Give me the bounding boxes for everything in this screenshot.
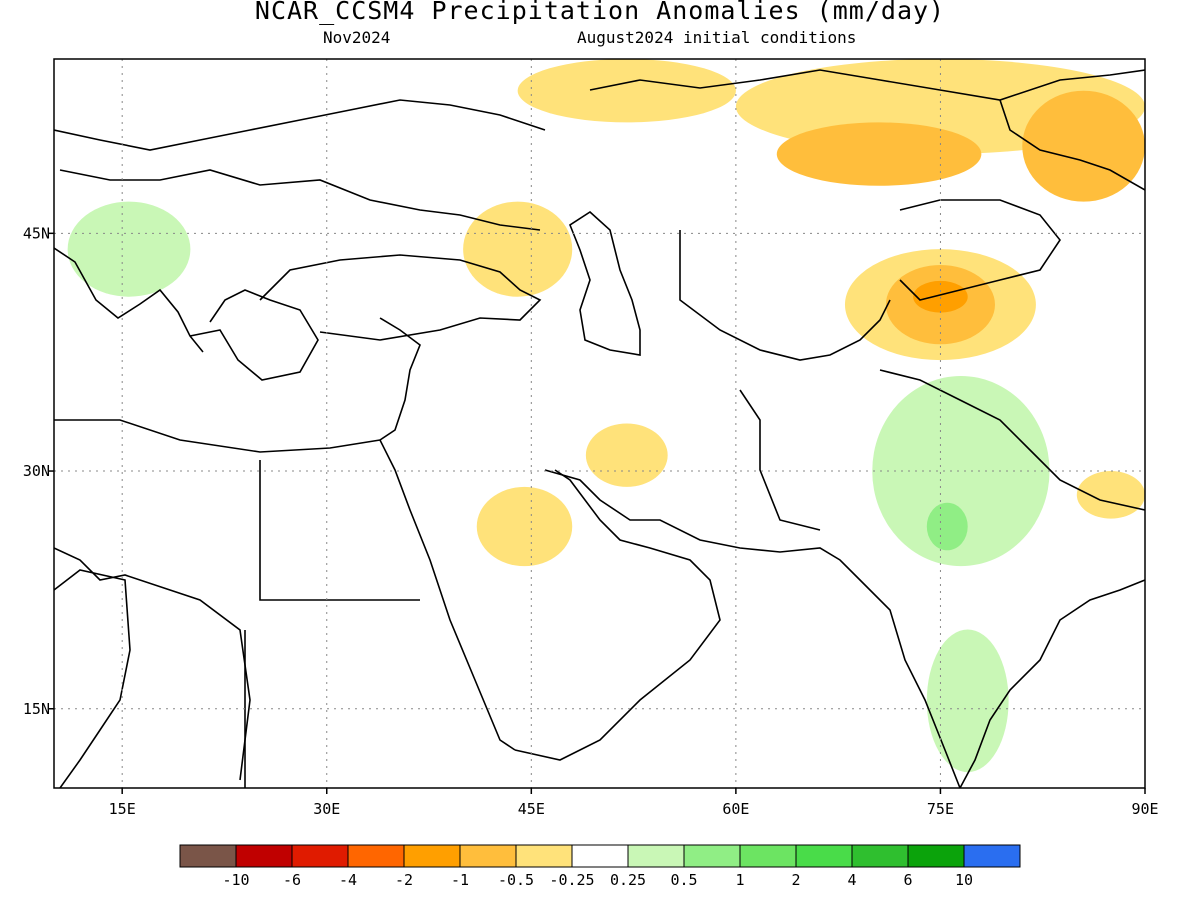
lon-tick-label: 90E [1131,800,1158,818]
colorbar-label: -0.25 [549,871,594,889]
colorbar-swatch [963,844,1021,868]
colorbar-swatch [907,844,965,868]
anomaly-fill-layer [67,59,1145,773]
colorbar-swatch [459,844,517,868]
grid-lines [54,59,1145,788]
lon-tick-label: 15E [109,800,136,818]
colorbar-label: -1 [451,871,469,889]
colorbar-label: 1 [735,871,744,889]
colorbar: -10 -6 -4 -2 -1 -0.5 -0.25 0.25 0.5 1 2 4 6 10 [179,844,1021,889]
anomaly-region-9 [585,423,668,487]
map-frame [53,58,1146,789]
lon-tick-label: 45E [518,800,545,818]
anomaly-region-0 [517,59,736,123]
colorbar-swatch [627,844,685,868]
colorbar-label: 0.25 [610,871,646,889]
colorbar-swatch [739,844,797,868]
colorbar-swatch [347,844,405,868]
colorbar-label: 2 [791,871,800,889]
colorbar-swatch [795,844,853,868]
colorbar-label: -2 [395,871,413,889]
colorbar-label: 6 [903,871,912,889]
colorbar-label: 10 [955,871,973,889]
anomaly-region-12 [926,502,968,551]
colorbar-swatch [403,844,461,868]
colorbar-swatch [683,844,741,868]
colorbar-label: 4 [847,871,856,889]
anomaly-region-8 [1076,471,1145,519]
lon-tick-label: 30E [313,800,340,818]
anomaly-region-3 [1022,90,1145,202]
anomaly-region-7 [913,280,968,313]
colorbar-swatch [179,844,237,868]
colorbar-label: -10 [222,871,249,889]
anomaly-region-4 [463,201,573,297]
colorbar-label: 0.5 [670,871,697,889]
coastline-layer [54,69,1145,788]
colorbar-label: -4 [339,871,357,889]
forecast-month: Nov2024 [323,28,391,47]
anomaly-region-10 [476,486,573,567]
anomaly-region-2 [776,122,982,186]
colorbar-swatch [851,844,909,868]
anomaly-region-14 [67,201,191,297]
colorbar-label: -0.5 [498,871,534,889]
anomaly-region-13 [926,629,1009,773]
axis-ticks: 15E 30E 45E 60E 75E 90E 45N 30N 15N [23,224,1159,818]
colorbar-swatch [291,844,349,868]
initial-conditions: August2024 initial conditions [577,28,857,47]
lat-tick-label: 30N [23,462,50,480]
lon-tick-label: 60E [722,800,749,818]
anomaly-region-11 [872,375,1050,567]
lat-tick-label: 15N [23,700,50,718]
lat-tick-label: 45N [23,224,50,242]
colorbar-label: -6 [283,871,301,889]
map-title: NCAR_CCSM4 Precipitation Anomalies (mm/d… [254,0,946,25]
lon-tick-label: 75E [927,800,954,818]
colorbar-swatch [571,844,629,868]
colorbar-swatch [515,844,573,868]
colorbar-swatch [235,844,293,868]
